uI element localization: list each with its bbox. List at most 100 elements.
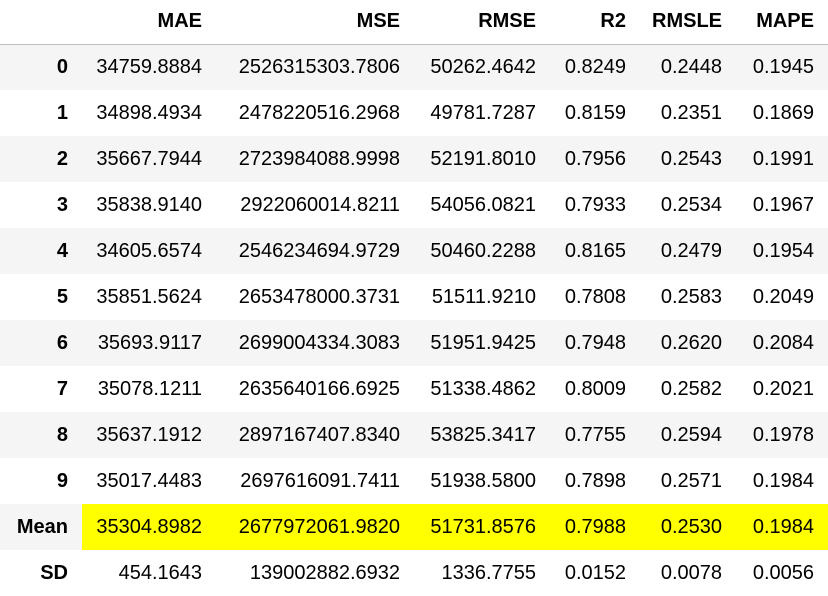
cell-mape: 0.1869 xyxy=(752,101,814,124)
cell-rmse: 51938.5800 xyxy=(430,469,536,492)
cell-mse: 2723984088.9998 xyxy=(238,147,400,170)
cell-r2: 0.7933 xyxy=(564,193,626,216)
cell-mse: 2922060014.8211 xyxy=(240,193,400,216)
index-header xyxy=(0,0,82,45)
cell-rmse: 51338.4862 xyxy=(430,377,536,400)
cell-rmsle: 0.2620 xyxy=(660,331,722,354)
cell-mae: 35017.4483 xyxy=(96,469,202,492)
cell-rmsle: 0.2594 xyxy=(660,423,722,446)
column-header-mae: MAE xyxy=(82,0,216,45)
cell-rmse: 49781.7287 xyxy=(430,101,536,124)
table-row: 4 34605.6574 2546234694.9729 50460.2288 0.81… xyxy=(0,228,828,274)
table-header: MAE MSE RMSE R2 RMSLE MAPE xyxy=(0,0,828,45)
cell-rmsle: 0.2530 xyxy=(640,504,736,550)
row-index: 7 xyxy=(56,377,68,400)
table-row: 0 34759.8884 2526315303.7806 50262.4642 0.82… xyxy=(0,44,828,90)
table-body: 0 34759.8884 2526315303.7806 50262.4642 0.82… xyxy=(0,44,828,596)
row-index: 9 xyxy=(56,469,68,492)
cell-rmsle: 0.2448 xyxy=(660,55,722,78)
cell-rmsle: 0.2582 xyxy=(660,377,722,400)
cell-r2: 0.7808 xyxy=(564,285,626,308)
cell-mae: 35304.8982 xyxy=(82,504,216,550)
cell-rmse: 50460.2288 xyxy=(430,239,536,262)
cell-rmse: 51511.9210 xyxy=(431,285,536,308)
cell-mse: 139002882.6932 xyxy=(249,561,400,584)
cell-rmsle: 0.2534 xyxy=(660,193,722,216)
cell-r2: 0.8159 xyxy=(564,101,626,124)
column-header-rmsle: RMSLE xyxy=(640,0,736,45)
cell-mape: 0.0056 xyxy=(752,561,814,584)
cell-mae: 35667.7944 xyxy=(96,147,202,170)
cell-mse: 2897167407.8340 xyxy=(238,423,400,446)
cell-r2: 0.7988 xyxy=(550,504,640,550)
cell-mse: 2699004334.3083 xyxy=(238,331,400,354)
cell-mape: 0.1984 xyxy=(736,504,828,550)
cell-mse: 2635640166.6925 xyxy=(238,377,400,400)
row-index: 0 xyxy=(56,55,68,78)
cell-mae: 34605.6574 xyxy=(96,239,202,262)
cell-rmsle: 0.2571 xyxy=(660,469,722,492)
cell-rmsle: 0.2351 xyxy=(660,101,722,124)
cell-mse: 2677972061.9820 xyxy=(216,504,414,550)
cell-mae: 34759.8884 xyxy=(96,55,202,78)
cell-r2: 0.7948 xyxy=(564,331,626,354)
header-row: MAE MSE RMSE R2 RMSLE MAPE xyxy=(0,0,828,45)
cell-mape: 0.1945 xyxy=(752,55,814,78)
column-header-r2: R2 xyxy=(550,0,640,45)
cell-rmse: 50262.4642 xyxy=(430,55,536,78)
cell-mape: 0.2021 xyxy=(752,377,814,400)
cell-rmsle: 0.2583 xyxy=(660,285,722,308)
table-row: Mean 35304.8982 2677972061.9820 51731.8576 0… xyxy=(0,504,828,550)
cell-mae: 35078.1211 xyxy=(97,377,202,400)
table-row: 2 35667.7944 2723984088.9998 52191.8010 0.79… xyxy=(0,136,828,182)
table-row: SD 454.1643 139002882.6932 1336.7755 0.0152 0… xyxy=(0,550,828,596)
cell-r2: 0.7956 xyxy=(564,147,626,170)
cell-mse: 2526315303.7806 xyxy=(238,55,400,78)
table-row: 1 34898.4934 2478220516.2968 49781.7287 0.81… xyxy=(0,90,828,136)
cell-mape: 0.1991 xyxy=(752,147,814,170)
cell-rmsle: 0.2543 xyxy=(660,147,722,170)
cell-r2: 0.8009 xyxy=(564,377,626,400)
table-row: 5 35851.5624 2653478000.3731 51511.9210 0.78… xyxy=(0,274,828,320)
cell-mse: 2653478000.3731 xyxy=(238,285,400,308)
table-row: 7 35078.1211 2635640166.6925 51338.4862 0.80… xyxy=(0,366,828,412)
row-index: 3 xyxy=(56,193,68,216)
cell-mae: 35637.1912 xyxy=(96,423,202,446)
cell-rmse: 52191.8010 xyxy=(430,147,536,170)
cell-mae: 35851.5624 xyxy=(96,285,202,308)
cell-mae: 454.1643 xyxy=(118,561,202,584)
row-index: 4 xyxy=(56,239,68,262)
cell-mae: 35838.9140 xyxy=(96,193,202,216)
cell-rmse: 51731.8576 xyxy=(414,504,550,550)
cell-mape: 0.1984 xyxy=(752,469,814,492)
cell-mape: 0.2049 xyxy=(752,285,814,308)
row-index: 5 xyxy=(56,285,68,308)
cell-mape: 0.2084 xyxy=(752,331,814,354)
cell-mse: 2697616091.7411 xyxy=(240,469,400,492)
row-index: 6 xyxy=(56,331,68,354)
cell-mape: 0.1954 xyxy=(752,239,814,262)
table-row: 9 35017.4483 2697616091.7411 51938.5800 0.78… xyxy=(0,458,828,504)
cell-rmse: 54056.0821 xyxy=(430,193,536,216)
cell-rmse: 53825.3417 xyxy=(430,423,536,446)
cell-r2: 0.0152 xyxy=(564,561,626,584)
cell-r2: 0.8249 xyxy=(564,55,626,78)
cell-mape: 0.1967 xyxy=(752,193,814,216)
cell-r2: 0.8165 xyxy=(564,239,626,262)
column-header-mse: MSE xyxy=(216,0,414,45)
column-header-rmse: RMSE xyxy=(414,0,550,45)
cell-rmsle: 0.2479 xyxy=(660,239,722,262)
row-index: 2 xyxy=(56,147,68,170)
row-index: SD xyxy=(40,561,68,584)
cell-mape: 0.1978 xyxy=(752,423,814,446)
cell-r2: 0.7898 xyxy=(564,469,626,492)
table-row: 8 35637.1912 2897167407.8340 53825.3417 0.77… xyxy=(0,412,828,458)
column-header-mape: MAPE xyxy=(736,0,828,45)
cell-rmsle: 0.0078 xyxy=(660,561,722,584)
cell-rmse: 51951.9425 xyxy=(430,331,536,354)
row-index: 8 xyxy=(56,423,68,446)
cell-mae: 35693.9117 xyxy=(97,331,202,354)
cell-mse: 2546234694.9729 xyxy=(238,239,400,262)
cell-mse: 2478220516.2968 xyxy=(238,101,400,124)
